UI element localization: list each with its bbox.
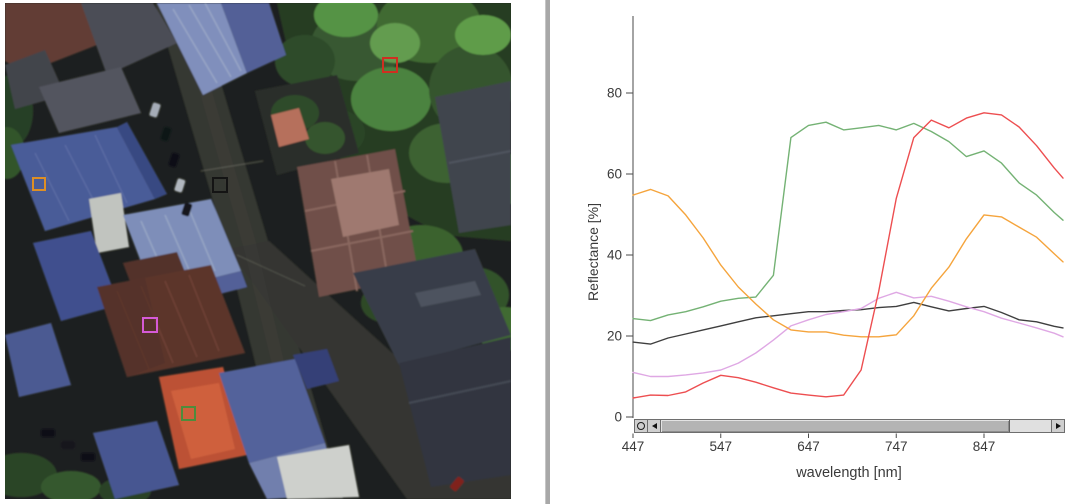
- scrollbar-track[interactable]: [1010, 420, 1051, 432]
- x-tick-label: 447: [622, 439, 645, 454]
- spectrum-curve: [632, 188, 1064, 338]
- y-axis-ticks: 0 20 40 60 80: [607, 86, 633, 425]
- scrollbar-right-button[interactable]: [1051, 420, 1064, 432]
- roi-marker-layer: [32, 57, 398, 421]
- y-tick-label: 0: [614, 410, 622, 425]
- x-tick-label: 647: [797, 439, 820, 454]
- scrollbar-reset-button[interactable]: [635, 420, 648, 432]
- black-marker[interactable]: [212, 177, 228, 193]
- y-tick-label: 80: [607, 86, 622, 101]
- dusk-tint: [5, 3, 511, 499]
- spectrum-curve: [632, 112, 1064, 399]
- aerial-image-panel: [5, 3, 511, 499]
- x-tick-label: 547: [709, 439, 732, 454]
- left-arrow-icon: [651, 423, 657, 429]
- magenta-marker[interactable]: [142, 317, 158, 333]
- spectra-curves: [632, 112, 1064, 399]
- spectrum-curve: [632, 121, 1064, 322]
- y-tick-label: 60: [607, 167, 622, 182]
- y-tick-label: 40: [607, 248, 622, 263]
- y-tick-label: 20: [607, 329, 622, 344]
- spectrum-curve: [632, 291, 1064, 378]
- x-axis-title: wavelength [nm]: [795, 465, 902, 481]
- aerial-scene: [5, 3, 511, 499]
- spectral-plot-panel: 0 20 40 60 80 447 547 647 747 847 Reflectance [%…: [550, 0, 1080, 504]
- x-tick-label: 847: [973, 439, 996, 454]
- x-axis-ticks: 447 547 647 747 847: [622, 433, 996, 454]
- scrollbar-thumb[interactable]: [661, 420, 1010, 432]
- green-marker[interactable]: [181, 406, 196, 421]
- y-axis-title: Reflectance [%]: [585, 203, 601, 301]
- wavelength-scrollbar[interactable]: [634, 419, 1065, 433]
- scrollbar-left-button[interactable]: [648, 420, 661, 432]
- circle-icon: [637, 422, 645, 430]
- x-tick-label: 747: [885, 439, 908, 454]
- spectral-plot: 0 20 40 60 80 447 547 647 747 847 Reflectance [%…: [585, 16, 1064, 481]
- right-arrow-icon: [1055, 423, 1061, 429]
- orange-marker[interactable]: [32, 177, 46, 191]
- aerial-image[interactable]: [5, 3, 511, 499]
- red-marker[interactable]: [382, 57, 398, 73]
